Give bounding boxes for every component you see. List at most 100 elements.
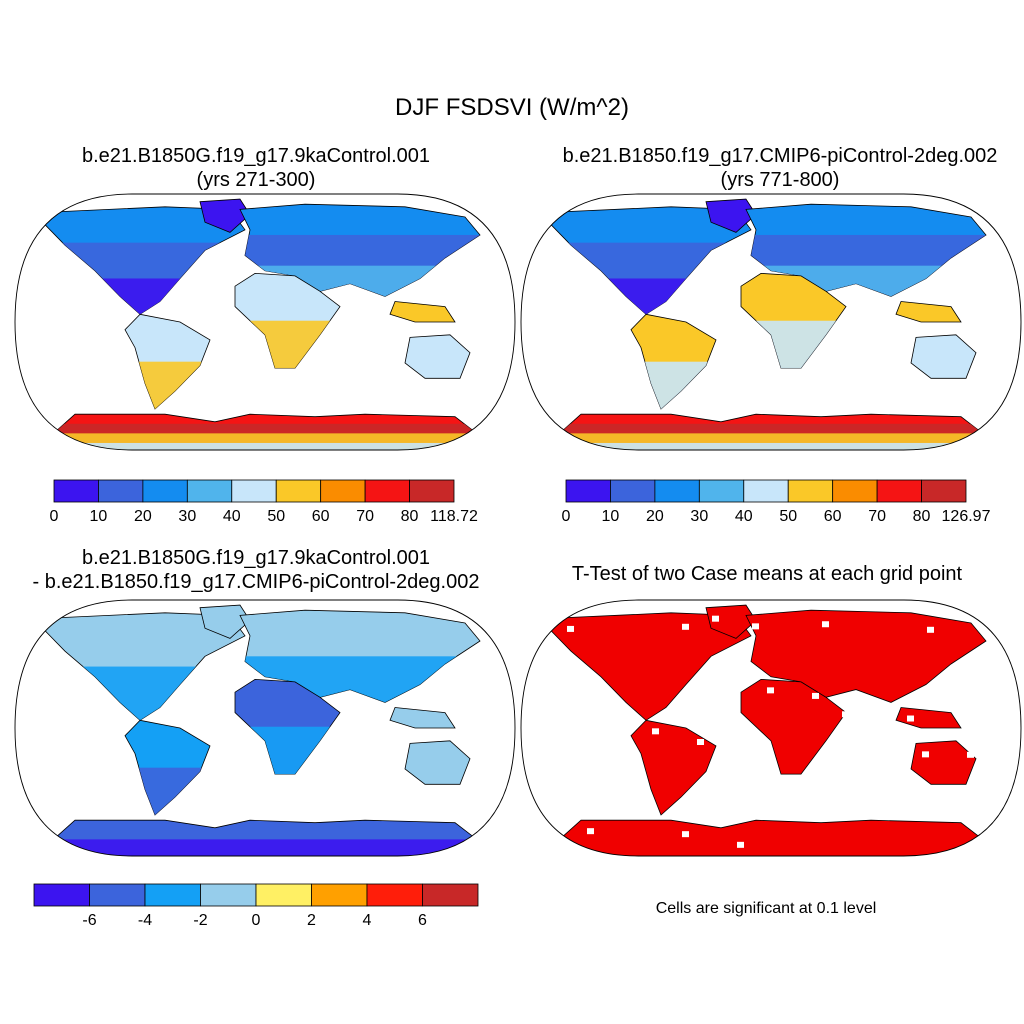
colorbar-tick-label: 30 xyxy=(178,508,196,525)
panel-title-case1-line2: (yrs 271-300) xyxy=(196,169,316,191)
colorbar-swatch xyxy=(364,479,410,503)
colorbar-tick-label: -6 xyxy=(82,912,96,929)
colorbar-swatch xyxy=(409,479,455,503)
land-greenland xyxy=(705,604,757,639)
land-southeastAsia xyxy=(895,301,962,323)
colorbar-tick-label: 20 xyxy=(646,508,664,525)
land-australia xyxy=(910,334,977,379)
colorbar-tick-label: 50 xyxy=(267,508,285,525)
colorbar-tick-label: 118.72 xyxy=(430,508,478,525)
nonsignificant-cell xyxy=(737,841,744,848)
nonsignificant-cell xyxy=(767,687,774,694)
colorbar-tick-label: 126.97 xyxy=(942,508,991,525)
map-border xyxy=(14,599,516,857)
colorbar-case1: 0 10 20 30 40 50 60 70 80 118.72 xyxy=(50,479,478,525)
colorbar-swatch xyxy=(186,479,233,503)
colorbars: 0 10 20 30 40 50 60 70 80 118.72 0 10 20 30 40 50 60 70 80… xyxy=(33,479,991,929)
colorbar-tick-label: 6 xyxy=(418,912,427,929)
land-antarctica-band xyxy=(55,839,475,856)
panel-title-difference-line1: b.e21.B1850G.f19_g17.9kaControl.001 xyxy=(81,547,431,569)
colorbar-tick-label: -2 xyxy=(193,912,207,929)
colorbar-case2: 0 10 20 30 40 50 60 70 80 126.97 xyxy=(562,479,991,525)
nonsignificant-cell xyxy=(977,742,984,748)
nonsignificant-cell xyxy=(567,625,574,632)
land-southeastAsia xyxy=(389,301,456,323)
nonsignificant-cell xyxy=(822,621,829,628)
land-antarctica-band xyxy=(561,442,981,450)
map-border xyxy=(520,599,1022,857)
colorbar-swatch xyxy=(921,479,967,503)
colorbar-swatch xyxy=(565,479,611,503)
panel-title-difference-line2: - b.e21.B1850.f19_g17.CMIP6-piControl-2d… xyxy=(32,571,480,593)
nonsignificant-cell xyxy=(812,692,819,699)
colorbar-tick-label: 0 xyxy=(50,508,59,525)
colorbar-swatch xyxy=(422,883,479,907)
colorbar-difference: -6 -4 -2 0 2 4 6 xyxy=(33,883,479,929)
colorbar-swatch xyxy=(366,883,423,907)
colorbar-swatch xyxy=(832,479,878,503)
colorbar-tick-label: 80 xyxy=(401,508,419,525)
figure-title: DJF FSDSVI (W/m^2) xyxy=(395,94,629,121)
colorbar-swatch xyxy=(144,883,201,907)
colorbar-tick-label: 70 xyxy=(868,508,886,525)
nonsignificant-cell xyxy=(907,715,914,722)
land-southeastAsia xyxy=(895,707,962,729)
colorbar-swatch xyxy=(311,883,368,907)
nonsignificant-cell xyxy=(927,626,934,633)
nonsignificant-cell xyxy=(682,623,689,630)
nonsignificant-cell xyxy=(587,828,594,835)
colorbar-tick-label: 40 xyxy=(223,508,241,525)
map-case2 xyxy=(520,193,1022,451)
panel-title-case2: b.e21.B1850.f19_g17.CMIP6-piControl-2deg… xyxy=(512,144,1024,192)
colorbar-swatch xyxy=(654,479,700,503)
colorbar-swatch xyxy=(320,479,366,503)
colorbar-swatch xyxy=(743,479,789,503)
colorbar-swatch xyxy=(142,479,188,503)
colorbar-swatch xyxy=(33,883,90,907)
panel-title-ttest: T-Test of two Case means at each grid po… xyxy=(571,563,963,585)
panel-title-case1-line1: b.e21.B1850G.f19_g17.9kaControl.001 xyxy=(81,145,431,167)
nonsignificant-cell xyxy=(962,723,969,730)
land-antarctica xyxy=(560,819,982,856)
map-case1 xyxy=(14,193,516,451)
colorbar-tick-label: 40 xyxy=(735,508,753,525)
colorbar-tick-label: 10 xyxy=(602,508,620,525)
land-southeastAsia xyxy=(389,707,456,729)
map-ttest xyxy=(520,599,1022,857)
land-antarctica-band xyxy=(55,433,475,450)
land-southAmerica xyxy=(630,719,717,816)
colorbar-swatch xyxy=(255,883,312,907)
map-panels xyxy=(14,193,1022,857)
colorbar-tick-label: 70 xyxy=(356,508,374,525)
colorbar-tick-label: 0 xyxy=(562,508,571,525)
nonsignificant-cell xyxy=(682,831,689,838)
colorbar-tick-label: 0 xyxy=(252,912,261,929)
map-difference xyxy=(14,599,516,857)
colorbar-swatch xyxy=(698,479,745,503)
colorbar-swatch xyxy=(275,479,322,503)
colorbar-tick-label: 80 xyxy=(913,508,931,525)
nonsignificant-cell xyxy=(967,751,974,758)
colorbar-swatch xyxy=(231,479,277,503)
colorbar-swatch xyxy=(200,883,257,907)
colorbar-tick-label: 2 xyxy=(307,912,316,929)
land-australia xyxy=(404,334,471,379)
colorbar-swatch xyxy=(876,479,922,503)
nonsignificant-cell xyxy=(992,772,999,779)
nonsignificant-cell xyxy=(752,623,759,630)
panel-title-case1: b.e21.B1850G.f19_g17.9kaControl.001 (yrs… xyxy=(0,144,512,192)
land-greenland xyxy=(705,198,757,233)
map-border xyxy=(14,193,516,451)
panel-title-difference: b.e21.B1850G.f19_g17.9kaControl.001 - b.… xyxy=(0,546,522,594)
land-greenland xyxy=(199,604,251,639)
land-antarctica-band xyxy=(55,442,475,450)
colorbar-tick-label: 60 xyxy=(312,508,330,525)
land-eurasia xyxy=(745,609,987,703)
land-antarctica-band xyxy=(561,433,981,450)
colorbar-tick-label: -4 xyxy=(138,912,152,929)
nonsignificant-cell xyxy=(732,759,739,766)
colorbar-swatch xyxy=(98,479,144,503)
nonsignificant-cell xyxy=(652,728,659,735)
colorbar-tick-label: 10 xyxy=(90,508,108,525)
